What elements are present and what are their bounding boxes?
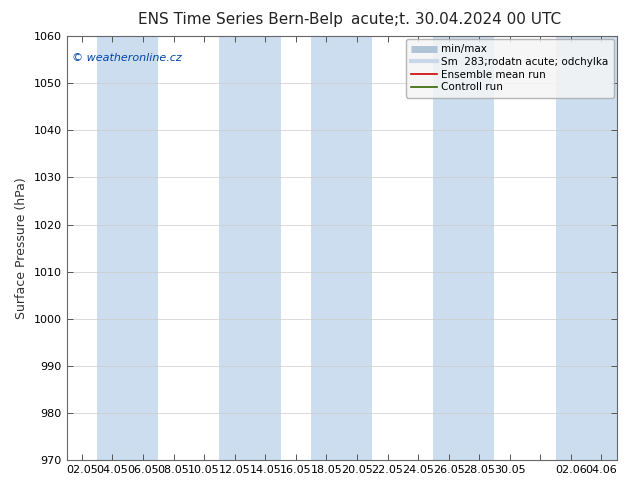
Text: ENS Time Series Bern-Belp: ENS Time Series Bern-Belp [138,12,344,27]
Y-axis label: Surface Pressure (hPa): Surface Pressure (hPa) [15,177,28,319]
Text: acute;t. 30.04.2024 00 UTC: acute;t. 30.04.2024 00 UTC [351,12,562,27]
Bar [434,36,495,460]
Bar [219,36,280,460]
Text: © weatheronline.cz: © weatheronline.cz [72,53,182,63]
Bar [555,36,617,460]
Bar [311,36,372,460]
Bar [97,36,158,460]
Legend: min/max, Sm  283;rodatn acute; odchylka, Ensemble mean run, Controll run: min/max, Sm 283;rodatn acute; odchylka, … [406,39,614,98]
